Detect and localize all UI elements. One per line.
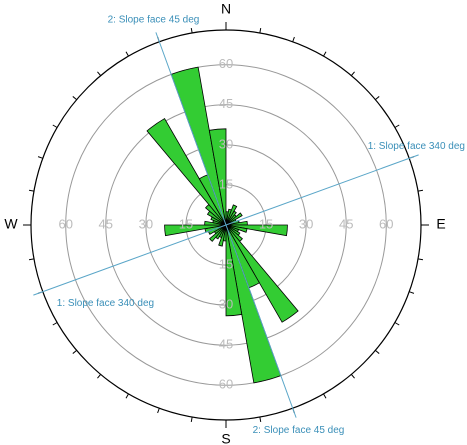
ring-label: 30 [139,216,153,231]
compass-tick [350,71,355,76]
compass-tick [375,349,380,354]
ring-label: 15 [219,257,233,272]
compass-tick [72,349,77,354]
compass-tick [375,96,380,101]
compass-tick [28,189,35,192]
ring-label: 45 [219,96,233,111]
ring-label: 60 [379,216,393,231]
compass-tick [394,124,400,128]
plane-line [155,32,297,418]
ring-label: 60 [58,216,72,231]
compass-label: S [221,431,230,445]
compass-tick [97,374,102,379]
compass-tick [292,36,295,42]
petal [225,224,299,323]
compass-tick [72,96,77,101]
compass-tick [417,258,424,261]
compass-tick [52,322,58,326]
compass-tick [125,393,129,399]
ring-label: 45 [339,216,353,231]
compass-tick [125,51,129,57]
compass-tick [52,124,58,128]
compass-tick [37,156,43,159]
petal [208,128,227,226]
ring-label: 30 [219,297,233,312]
plane-label: 1: Slope face 340 deg [368,141,465,152]
ring-label: 15 [179,216,193,231]
compass-tick [394,322,400,326]
ring-label: 60 [219,56,233,71]
compass-label: N [221,1,231,17]
ring-label: 30 [219,136,233,151]
compass-tick [259,416,262,423]
petal [164,224,227,237]
grid-ring [65,64,387,386]
compass-tick [97,71,102,76]
ring-label: 15 [219,176,233,191]
compass-tick [323,393,327,399]
compass-tick [409,291,415,294]
plane-label: 2: Slope face 45 deg [108,14,200,25]
grid-ring [105,104,347,346]
compass-tick [190,27,193,34]
ring-label: 30 [299,216,313,231]
compass-tick [323,51,327,57]
ring-label: 15 [259,216,273,231]
compass-label: W [4,216,18,232]
compass-tick [417,189,424,192]
ring-label: 45 [99,216,113,231]
compass-tick [350,374,355,379]
plane-label: 1: Slope face 340 deg [57,298,154,309]
compass-tick [259,27,262,34]
petal [146,118,227,226]
petal [225,224,243,317]
compass-label: E [436,216,445,232]
ring-label: 60 [219,377,233,392]
compass-tick [190,416,193,423]
compass-tick [157,408,160,414]
plane-label: 2: Slope face 45 deg [253,425,345,436]
petal [209,224,227,242]
petal [225,212,243,226]
compass-tick [28,258,35,261]
ring-label: 45 [219,337,233,352]
